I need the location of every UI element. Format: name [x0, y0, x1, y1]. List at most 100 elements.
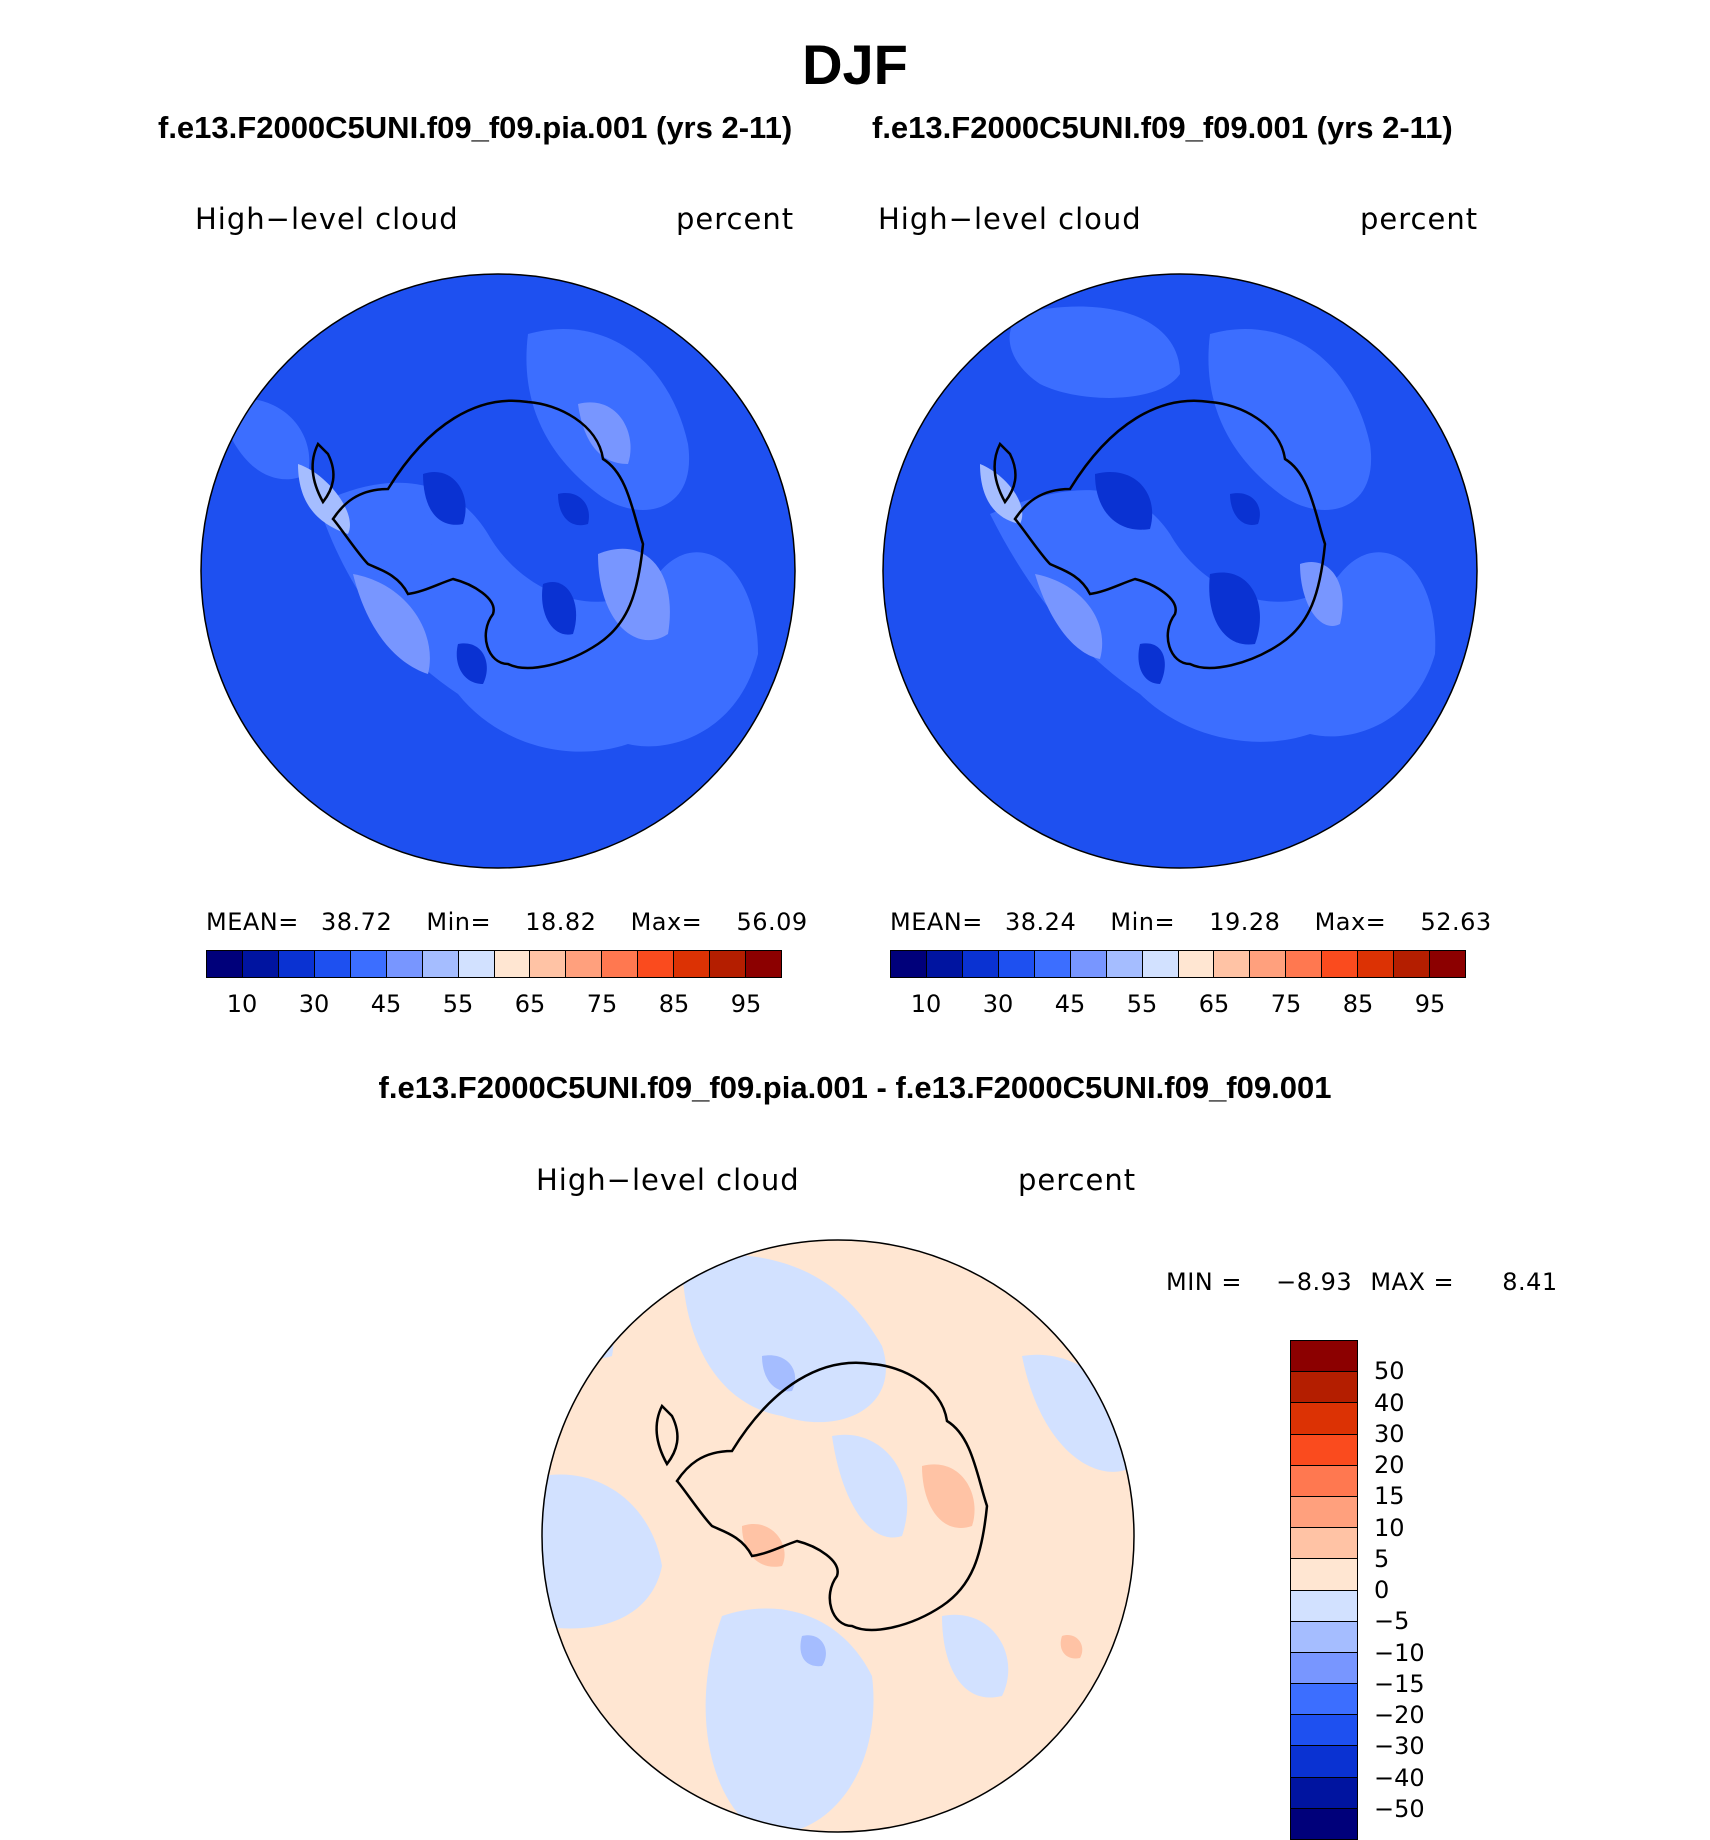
- right-polar-map: [882, 273, 1478, 869]
- colorbar-swatch: [638, 951, 675, 977]
- left-min-value: 18.82: [525, 908, 597, 936]
- right-colorbar-ticks: 10 30 45 55 65 75 85 95: [890, 990, 1466, 1020]
- colorbar-tick-label: 75: [586, 990, 618, 1018]
- right-max-label: Max=: [1314, 908, 1387, 936]
- colorbar-swatch: [530, 951, 567, 977]
- colorbar-tick-label: 95: [1414, 990, 1446, 1018]
- right-min-value: 19.28: [1209, 908, 1281, 936]
- colorbar-tick-label: −40: [1374, 1763, 1425, 1792]
- colorbar-tick-label: 85: [1342, 990, 1374, 1018]
- colorbar-tick-label: 65: [1198, 990, 1230, 1018]
- left-min-label: Min=: [426, 908, 492, 936]
- colorbar-tick-label: −10: [1374, 1638, 1425, 1667]
- colorbar-swatch: [1291, 1434, 1357, 1466]
- colorbar-swatch: [458, 951, 495, 977]
- colorbar-swatch: [1358, 951, 1395, 977]
- left-variable-label: High−level cloud: [195, 202, 459, 236]
- colorbar-swatch: [1291, 1621, 1357, 1653]
- colorbar-swatch: [207, 951, 243, 977]
- right-case-title: f.e13.F2000C5UNI.f09_f09.001 (yrs 2-11): [872, 110, 1453, 145]
- colorbar-swatch: [494, 951, 531, 977]
- page-title: DJF: [802, 33, 908, 96]
- colorbar-swatch: [926, 951, 963, 977]
- colorbar-tick-label: −20: [1374, 1701, 1425, 1729]
- colorbar-swatch: [566, 951, 603, 977]
- colorbar-swatch: [1291, 1684, 1357, 1716]
- right-min-label: Min=: [1110, 908, 1176, 936]
- colorbar-tick-label: 30: [982, 990, 1014, 1018]
- colorbar-swatch: [422, 951, 459, 977]
- colorbar-tick-label: 45: [370, 990, 402, 1018]
- left-mean-label: MEAN=: [206, 908, 299, 936]
- right-max-value: 52.63: [1420, 908, 1492, 936]
- diff-colorbar-ticks: 50 40 30 20 15 10 5 0 −5 −10 −15 −20 −30 −40 −50: [1374, 1340, 1454, 1840]
- left-case-title: f.e13.F2000C5UNI.f09_f09.pia.001 (yrs 2-…: [158, 110, 793, 145]
- colorbar-swatch: [350, 951, 387, 977]
- right-stats: MEAN= 38.24 Min= 19.28 Max= 52.63: [890, 908, 1492, 936]
- colorbar-swatch: [1291, 1746, 1357, 1778]
- right-variable-label: High−level cloud: [878, 202, 1142, 236]
- colorbar-swatch: [1291, 1496, 1357, 1529]
- colorbar-swatch: [962, 951, 999, 977]
- colorbar-swatch: [602, 951, 639, 977]
- left-stats: MEAN= 38.72 Min= 18.82 Max= 56.09: [206, 908, 808, 936]
- right-units-label: percent: [1360, 202, 1479, 236]
- left-colorbar: [206, 950, 782, 978]
- colorbar-swatch: [314, 951, 351, 977]
- colorbar-swatch: [1250, 951, 1287, 977]
- colorbar-tick-label: 10: [226, 990, 258, 1018]
- left-max-label: Max=: [630, 908, 703, 936]
- colorbar-swatch: [1291, 1559, 1357, 1591]
- colorbar-tick-label: 5: [1374, 1544, 1390, 1573]
- left-colorbar-ticks: 10 30 45 55 65 75 85 95: [206, 990, 782, 1020]
- colorbar-tick-label: −50: [1374, 1794, 1425, 1823]
- right-mean-value: 38.24: [1005, 908, 1077, 936]
- colorbar-tick-label: −15: [1374, 1669, 1425, 1698]
- colorbar-swatch: [1034, 951, 1071, 977]
- colorbar-swatch: [242, 951, 279, 977]
- colorbar-swatch: [1291, 1372, 1357, 1404]
- diff-variable-label: High−level cloud: [536, 1163, 800, 1197]
- colorbar-swatch: [1291, 1465, 1357, 1497]
- diff-min-label: MIN =: [1166, 1268, 1242, 1296]
- colorbar-swatch: [746, 951, 781, 977]
- colorbar-swatch: [1178, 951, 1215, 977]
- left-mean-value: 38.72: [321, 908, 393, 936]
- left-max-value: 56.09: [736, 908, 808, 936]
- colorbar-tick-label: −30: [1374, 1732, 1425, 1761]
- colorbar-swatch: [891, 951, 927, 977]
- colorbar-swatch: [1430, 951, 1465, 977]
- colorbar-tick-label: 45: [1054, 990, 1086, 1018]
- colorbar-tick-label: 55: [1126, 990, 1158, 1018]
- colorbar-swatch: [278, 951, 315, 977]
- colorbar-swatch: [998, 951, 1035, 977]
- colorbar-swatch: [1291, 1403, 1357, 1435]
- left-polar-map: [200, 273, 796, 869]
- diff-max-label: MAX =: [1370, 1268, 1455, 1296]
- colorbar-swatch: [1291, 1715, 1357, 1747]
- colorbar-swatch: [1142, 951, 1179, 977]
- colorbar-swatch: [1291, 1652, 1357, 1685]
- colorbar-swatch: [1286, 951, 1323, 977]
- colorbar-swatch: [710, 951, 747, 977]
- diff-colorbar: [1290, 1340, 1358, 1840]
- colorbar-swatch: [674, 951, 711, 977]
- diff-stats: MIN = −8.93 MAX = 8.41: [1166, 1268, 1558, 1296]
- right-mean-label: MEAN=: [890, 908, 983, 936]
- colorbar-tick-label: 75: [1270, 990, 1302, 1018]
- colorbar-swatch: [1322, 951, 1359, 977]
- colorbar-swatch: [1106, 951, 1143, 977]
- left-units-label: percent: [676, 202, 795, 236]
- colorbar-swatch: [1291, 1808, 1357, 1839]
- diff-title: f.e13.F2000C5UNI.f09_f09.pia.001 - f.e13…: [378, 1070, 1332, 1105]
- colorbar-tick-label: 20: [1374, 1451, 1405, 1479]
- colorbar-tick-label: 65: [514, 990, 546, 1018]
- colorbar-tick-label: 30: [1374, 1419, 1405, 1448]
- diff-max-value: 8.41: [1502, 1268, 1558, 1296]
- colorbar-tick-label: 30: [298, 990, 330, 1018]
- colorbar-tick-label: 40: [1374, 1388, 1405, 1417]
- colorbar-swatch: [1214, 951, 1251, 977]
- colorbar-tick-label: 10: [1374, 1513, 1405, 1542]
- colorbar-tick-label: 50: [1374, 1357, 1405, 1386]
- right-colorbar: [890, 950, 1466, 978]
